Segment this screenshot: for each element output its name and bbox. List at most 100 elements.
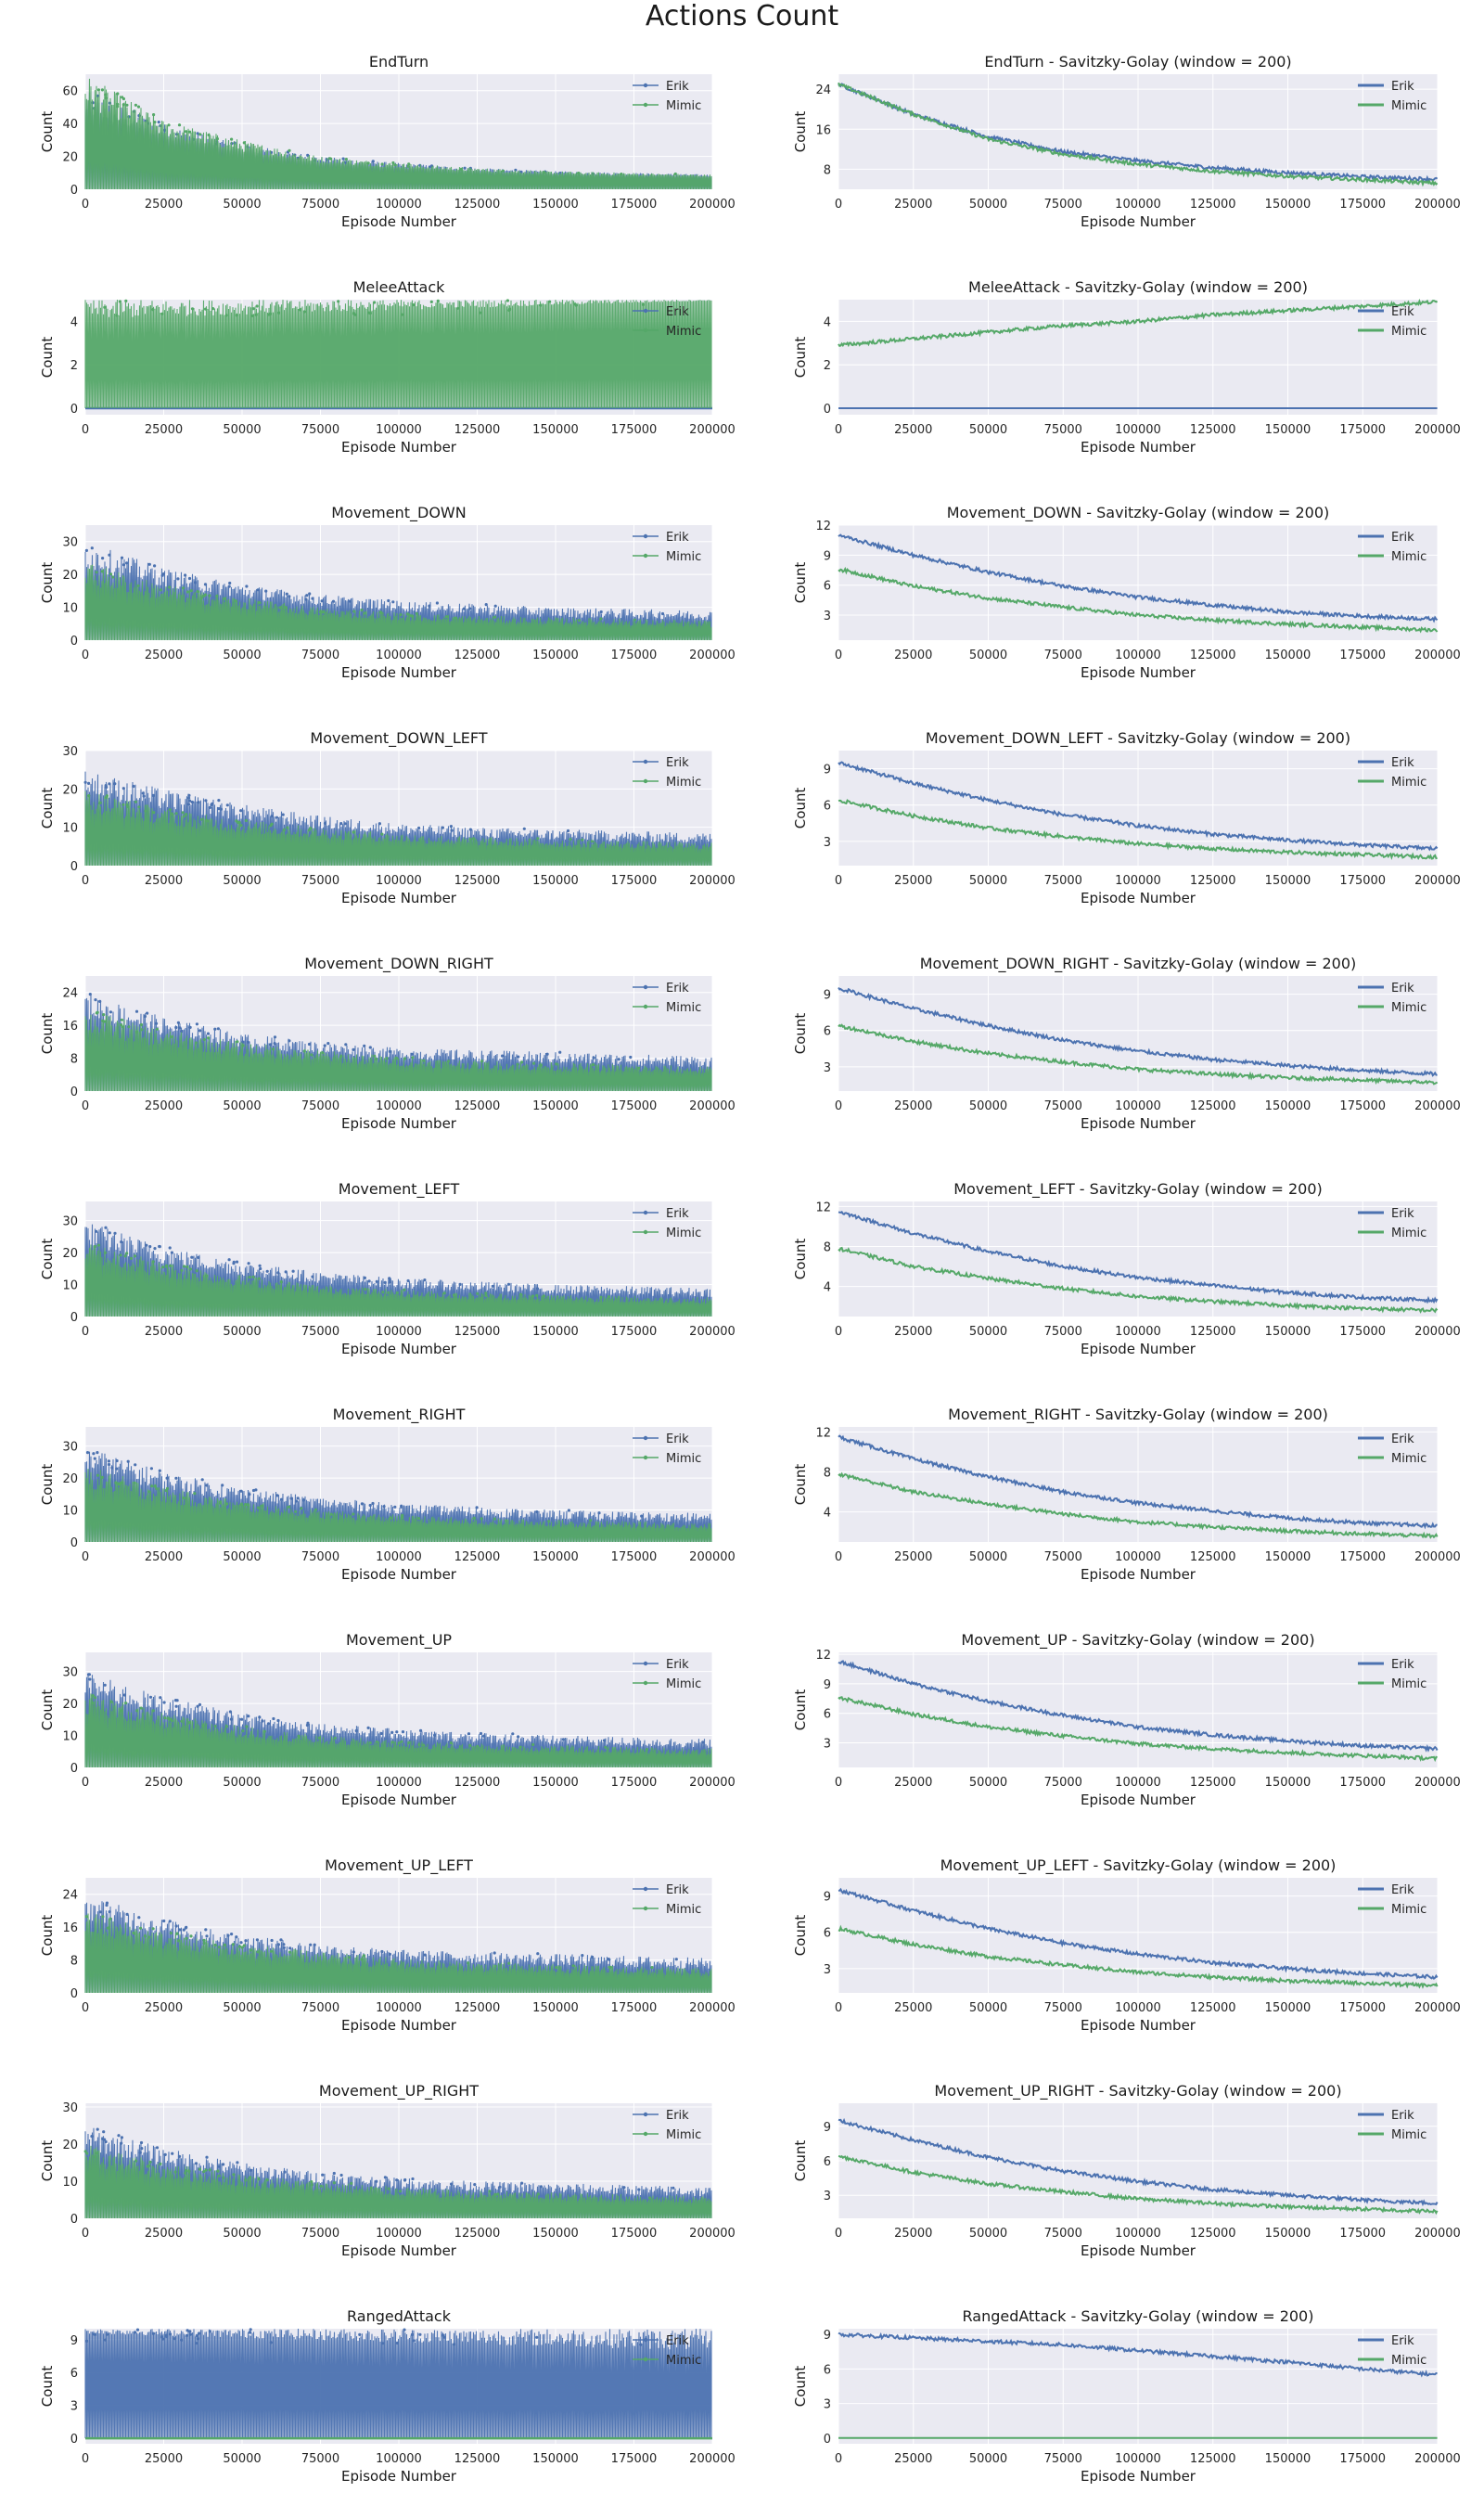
series-mimic-marker [471, 837, 476, 841]
legend-label-mimic: Mimic [1391, 99, 1426, 113]
legend: Erik Mimic [1358, 2334, 1426, 2368]
x-axis-label: Episode Number [341, 1792, 457, 1808]
y-tick-label: 6 [824, 2363, 831, 2377]
series-erik-marker [174, 1924, 178, 1928]
x-tick-label: 175000 [1339, 2227, 1386, 2241]
y-tick-label: 0 [70, 2213, 78, 2227]
series-erik-marker [115, 1467, 119, 1471]
x-tick-label: 0 [82, 1325, 89, 1339]
x-tick-label: 150000 [1265, 649, 1311, 662]
series-erik-marker [173, 1699, 178, 1702]
subplot-title: RangedAttack [347, 2307, 452, 2325]
x-tick-label: 100000 [376, 1550, 422, 1564]
series-erik-marker [196, 1704, 199, 1708]
series-mimic-marker [115, 314, 119, 317]
subplot-title: Movement_DOWN_LEFT - Savitzky-Golay (win… [926, 729, 1350, 748]
series-mimic-marker [395, 1057, 399, 1060]
series-mimic-marker [302, 1049, 306, 1053]
series-erik-marker [473, 2183, 477, 2187]
series-mimic-marker [604, 1745, 608, 1749]
series-mimic-line [838, 566, 1439, 634]
series-mimic-marker [398, 2190, 402, 2193]
x-tick-label: 25000 [894, 423, 932, 437]
legend-marker-erik [643, 2112, 648, 2117]
legend: Erik Mimic [633, 2109, 701, 2142]
series-mimic-marker [267, 313, 271, 316]
series-mimic-marker [310, 1053, 313, 1057]
series-mimic-marker [133, 1481, 136, 1484]
series-erik-marker [501, 1054, 505, 1058]
series-erik-marker [133, 2331, 137, 2334]
x-tick-label: 50000 [969, 423, 1007, 437]
series-mimic-marker [215, 595, 219, 598]
series-mimic-marker [137, 805, 141, 809]
subplot-title: Movement_DOWN [331, 504, 466, 522]
subplot-smooth-10: 0 25000 50000 75000 100000 125000 150000 175000… [792, 2082, 1461, 2259]
series-erik-marker [188, 1025, 192, 1029]
series-mimic-marker [645, 1748, 649, 1752]
series-erik-marker [153, 1247, 157, 1251]
y-tick-label: 0 [70, 1086, 78, 1099]
y-axis-label: Count [39, 1239, 56, 1280]
series-mimic-marker [215, 137, 219, 141]
series-mimic-marker [136, 105, 141, 109]
series-erik-marker [88, 993, 92, 996]
series-mimic-marker [257, 2177, 261, 2181]
x-tick-label: 75000 [301, 2227, 339, 2241]
series-erik-marker [108, 1231, 111, 1235]
legend-label-mimic: Mimic [666, 1452, 701, 1466]
series-mimic-marker [581, 838, 584, 842]
series-mimic-marker [589, 1519, 593, 1522]
x-axis-label: Episode Number [1081, 2468, 1196, 2485]
subplot-smooth-6: 0 25000 50000 75000 100000 125000 150000 175000… [792, 1180, 1461, 1357]
x-tick-label: 175000 [611, 1550, 658, 1564]
series-mimic-line [838, 1023, 1439, 1086]
y-axis-label: Count [792, 562, 809, 604]
series-erik-marker [288, 1946, 292, 1950]
x-tick-label: 75000 [1044, 198, 1082, 212]
series-erik-marker [592, 1056, 595, 1060]
series-erik-marker [403, 2328, 406, 2332]
series-erik-marker [410, 2332, 414, 2336]
legend-label-mimic: Mimic [666, 2354, 701, 2368]
legend: Erik Mimic [1358, 1207, 1426, 1240]
series-erik-marker [535, 2335, 539, 2339]
x-tick-label: 100000 [1115, 1099, 1161, 1113]
legend-label-mimic: Mimic [1391, 1227, 1426, 1240]
y-tick-label: 20 [62, 151, 78, 165]
series-mimic-marker [507, 1961, 511, 1965]
y-tick-label: 10 [62, 602, 78, 616]
series-mimic-marker [297, 1734, 301, 1738]
series-mimic-marker [577, 619, 582, 623]
series-mimic-marker [277, 311, 281, 315]
series-erik-marker [151, 2332, 155, 2335]
series-mimic-marker [543, 171, 546, 174]
series-erik-marker [140, 2147, 144, 2151]
x-tick-label: 200000 [689, 1099, 736, 1113]
y-tick-label: 8 [824, 1467, 831, 1481]
y-tick-label: 20 [62, 1472, 78, 1486]
y-tick-label: 0 [70, 1311, 78, 1325]
series-erik-marker [159, 1696, 162, 1700]
x-tick-label: 175000 [1339, 1550, 1386, 1564]
series-mimic-marker [187, 1721, 191, 1725]
series-mimic-marker [208, 2168, 211, 2172]
x-axis-label: Episode Number [1081, 1341, 1196, 1357]
series-erik-marker [187, 796, 191, 800]
series-erik-marker [283, 2170, 287, 2174]
series-mimic-marker [468, 837, 472, 841]
series-erik-marker [321, 2173, 325, 2177]
series-erik-marker [204, 799, 208, 803]
y-tick-label: 20 [62, 1698, 78, 1712]
legend-label-erik: Erik [666, 756, 689, 770]
series-mimic-marker [237, 821, 241, 825]
series-mimic-marker [256, 1506, 261, 1509]
series-mimic-marker [366, 161, 370, 165]
series-mimic-marker [493, 1517, 496, 1521]
series-erik-marker [188, 2332, 193, 2336]
series-erik-marker [161, 2337, 165, 2341]
x-tick-label: 100000 [1115, 423, 1161, 437]
y-axis-label: Count [792, 1013, 809, 1055]
series-erik-marker [180, 1029, 184, 1034]
series-erik-marker [213, 1027, 217, 1031]
